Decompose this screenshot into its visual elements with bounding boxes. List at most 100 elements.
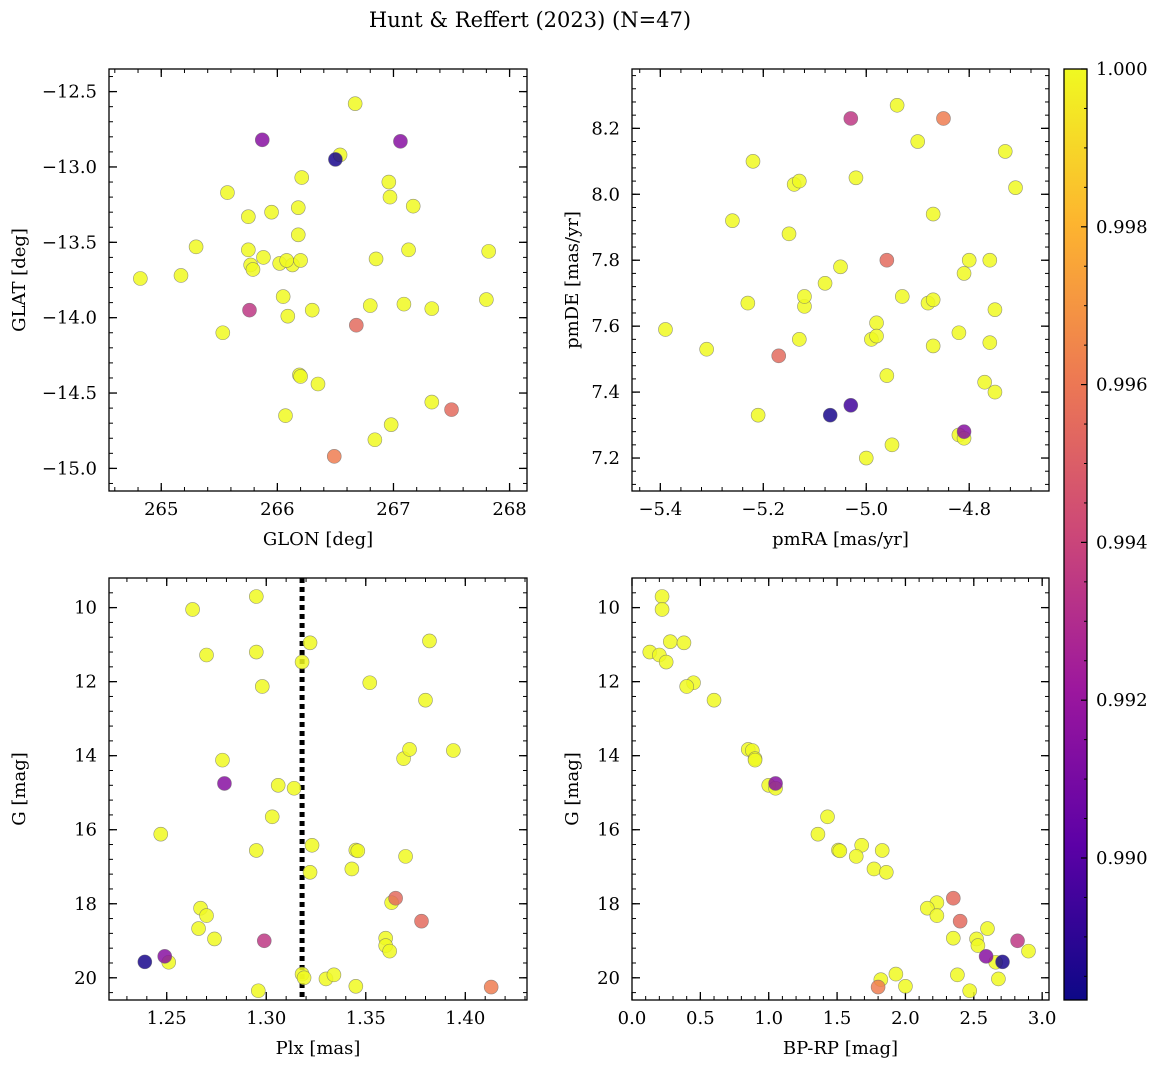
- scatter-point: [279, 253, 294, 268]
- x-tick-label: 1.0: [754, 1008, 783, 1029]
- scatter-point: [925, 338, 941, 354]
- scatter-point: [382, 189, 398, 205]
- scatter-point: [858, 450, 874, 466]
- scatter-point: [889, 97, 905, 113]
- scatter-point: [792, 173, 807, 189]
- scatter-point: [820, 809, 835, 825]
- scatter-point: [248, 843, 264, 858]
- scatter-point: [293, 369, 308, 384]
- scatter-point: [869, 328, 884, 344]
- scatter-point: [997, 144, 1013, 159]
- x-tick-label: −5.4: [638, 499, 682, 520]
- scatter-point: [699, 341, 714, 357]
- scatter-point: [275, 289, 291, 304]
- scatter-point: [414, 913, 429, 929]
- y-axis-label: pmDE [mas/yr]: [562, 211, 583, 349]
- scatter-point: [797, 289, 812, 304]
- scatter-point: [991, 971, 1006, 987]
- scatter-point: [995, 954, 1010, 970]
- colorbar-gradient: [1063, 68, 1088, 1001]
- scatter-point: [866, 861, 882, 877]
- scatter-point: [290, 227, 306, 243]
- y-tick-label: −14.5: [42, 383, 97, 404]
- scatter-point: [970, 938, 986, 953]
- scatter-point: [654, 602, 670, 617]
- scatter-point: [368, 251, 384, 267]
- scatter-point: [874, 843, 890, 858]
- colorbar: 0.990 0.992 0.994 0.996 0.998 1.000: [1063, 59, 1148, 1001]
- scatter-point: [676, 635, 692, 651]
- y-tick-label: 7.6: [591, 316, 620, 337]
- scatter-point: [348, 979, 364, 994]
- scatter-point: [207, 931, 222, 947]
- scatter-point: [278, 408, 293, 423]
- scatter-point: [879, 864, 894, 880]
- data-points: [137, 589, 499, 999]
- scatter-point: [270, 777, 286, 793]
- scatter-point: [654, 589, 670, 604]
- scatter-point: [173, 268, 189, 283]
- scatter-point: [945, 930, 961, 946]
- scatter-point: [254, 679, 270, 694]
- scatter-point: [199, 647, 214, 663]
- scatter-point: [1008, 180, 1023, 195]
- scatter-point: [264, 809, 280, 825]
- scatter-point: [424, 394, 440, 410]
- scatter-point: [349, 317, 364, 333]
- scatter-point: [740, 295, 756, 311]
- scatter-point: [248, 644, 264, 660]
- scatter-panel-2: −5.4 −5.2 −5.0 −4.8 7.2 7.4 7.6 7.8 8.0 8.2 pmRA […: [562, 68, 1050, 550]
- minor-ticks: [109, 577, 527, 1000]
- y-tick-label: 18: [597, 894, 620, 915]
- scatter-point: [350, 843, 366, 859]
- x-tick-label: 267: [376, 499, 410, 520]
- y-axis-label: G [mag]: [9, 752, 30, 825]
- minor-ticks: [632, 69, 1049, 491]
- y-tick-label: 14: [74, 746, 97, 767]
- scatter-point: [191, 921, 206, 936]
- scatter-point: [362, 298, 378, 313]
- scatter-point: [367, 432, 383, 448]
- scatter-point: [326, 967, 342, 983]
- scatter-point: [256, 933, 272, 949]
- scatter-point: [304, 837, 320, 853]
- scatter-point: [402, 742, 417, 757]
- x-tick-label: −5.2: [741, 499, 785, 520]
- scatter-point: [658, 322, 673, 337]
- scatter-point: [781, 226, 797, 242]
- scatter-point: [304, 302, 320, 318]
- minor-ticks: [631, 577, 1049, 1000]
- scatter-point: [424, 301, 440, 316]
- scatter-point: [401, 242, 416, 258]
- x-tick-label: −5.0: [844, 499, 888, 520]
- data-points: [658, 97, 1023, 466]
- scatter-point: [929, 908, 945, 923]
- scatter-point: [241, 242, 256, 258]
- scatter-point: [382, 943, 397, 959]
- scatter-point: [658, 654, 674, 670]
- scatter-point: [768, 776, 783, 791]
- scatter-point: [898, 979, 913, 994]
- data-points: [133, 96, 496, 464]
- scatter-point: [1010, 933, 1025, 949]
- y-tick-label: 12: [74, 672, 97, 693]
- y-tick-label: 16: [74, 820, 97, 841]
- y-tick-label: 12: [597, 672, 620, 693]
- scatter-point: [822, 407, 838, 423]
- x-axis-label: BP-RP [mag]: [783, 1038, 898, 1059]
- scatter-point: [294, 170, 310, 185]
- scatter-point: [961, 252, 977, 268]
- scatter-point: [388, 890, 403, 906]
- scatter-point: [936, 111, 951, 126]
- scatter-point: [296, 970, 312, 986]
- scatter-point: [302, 864, 318, 880]
- scatter-point: [293, 253, 308, 268]
- x-axis-label: pmRA [mas/yr]: [772, 529, 909, 550]
- scatter-point: [879, 252, 895, 268]
- scatter-point: [393, 134, 408, 149]
- scatter-point: [771, 348, 787, 364]
- scatter-point: [245, 262, 261, 277]
- scatter-point: [242, 302, 257, 318]
- scatter-point: [662, 634, 678, 649]
